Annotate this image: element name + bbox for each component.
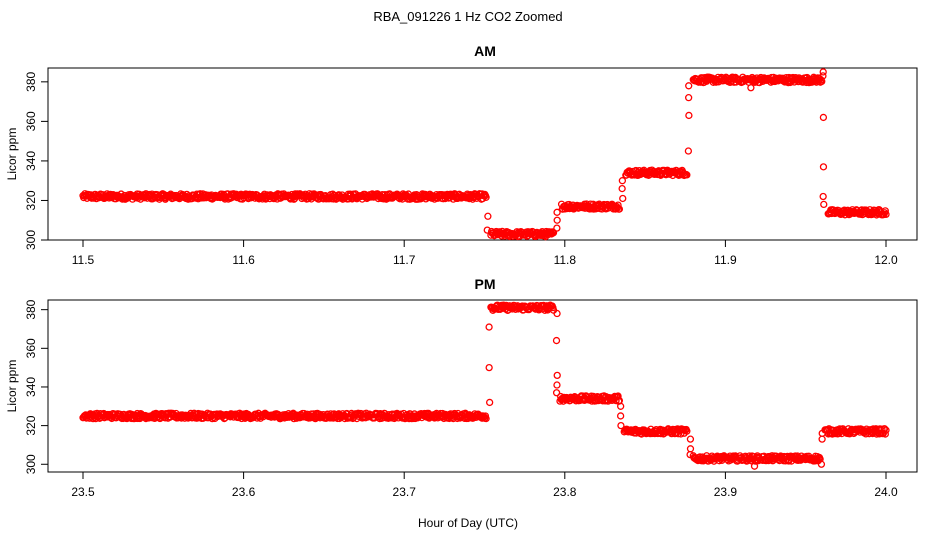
data-point: [819, 72, 827, 80]
data-point: [750, 462, 759, 470]
y-tick-label: 320: [24, 190, 38, 210]
x-tick-label: 11.9: [714, 253, 737, 267]
y-tick-label: 340: [24, 151, 38, 171]
data-point: [614, 392, 622, 400]
x-tick-label: 23.9: [714, 485, 738, 499]
x-tick-label: 11.5: [72, 253, 95, 267]
y-axis-label: Licor ppm: [5, 360, 19, 413]
data-point: [817, 460, 826, 468]
data-point: [882, 426, 890, 434]
data-point: [485, 363, 493, 372]
data-point: [617, 402, 625, 410]
data-point: [485, 323, 493, 331]
y-tick-label: 320: [24, 415, 38, 435]
x-tick-label: 23.8: [553, 485, 577, 499]
panel-pm: PM Licor ppm 23.5 23.6 23.7 23.8 23.9 24.0 30…: [5, 276, 918, 499]
x-axis: 11.5 11.6 11.7 11.8 11.9 12.0: [72, 240, 898, 267]
data-point: [553, 208, 561, 216]
data-point: [882, 210, 890, 219]
data-point: [818, 435, 826, 443]
data-point: [747, 84, 755, 92]
data-point: [881, 207, 889, 215]
x-tick-label: 23.7: [393, 485, 417, 499]
plot-frame: [47, 299, 918, 473]
data-point: [553, 224, 561, 232]
x-axis-label: Hour of Day (UTC): [418, 516, 518, 530]
data-point: [618, 177, 627, 185]
panel-am: AM Licor ppm 11.5 11.6 11.7 11.8 11.9 12.0 30…: [5, 43, 918, 267]
x-tick-label: 12.0: [874, 253, 898, 267]
x-tick-label: 23.6: [232, 485, 256, 499]
data-point: [819, 192, 827, 201]
data-point: [619, 194, 627, 203]
data-point: [819, 113, 828, 122]
y-tick-label: 360: [24, 338, 38, 358]
data-points: [79, 68, 890, 241]
data-point: [686, 445, 695, 453]
data-point: [686, 450, 694, 459]
panel-title: AM: [474, 43, 496, 59]
data-point: [685, 94, 693, 102]
data-point: [615, 205, 624, 213]
y-tick-label: 340: [24, 377, 38, 397]
data-point: [482, 414, 490, 423]
x-tick-label: 11.8: [554, 253, 577, 267]
data-point: [553, 371, 561, 380]
data-point: [685, 82, 693, 90]
data-point: [686, 435, 695, 443]
data-point: [553, 381, 561, 389]
data-point: [683, 171, 691, 179]
plot-frame: [47, 67, 918, 241]
data-point: [819, 163, 828, 171]
x-axis: 23.5 23.6 23.7 23.8 23.9 24.0: [71, 472, 898, 499]
data-point: [617, 421, 625, 430]
data-point: [329, 195, 338, 203]
y-tick-label: 300: [24, 230, 38, 250]
y-tick-label: 380: [24, 72, 38, 92]
y-axis-label: Licor ppm: [5, 128, 19, 181]
y-axis: 300 320 340 360 380: [24, 299, 48, 474]
data-point: [552, 389, 561, 397]
x-tick-label: 23.5: [71, 485, 95, 499]
data-point: [553, 216, 561, 224]
y-tick-label: 300: [24, 454, 38, 474]
data-points: [79, 301, 890, 470]
y-tick-label: 360: [24, 111, 38, 131]
data-point: [552, 336, 561, 345]
panel-title: PM: [475, 276, 496, 292]
data-point: [683, 427, 691, 435]
x-tick-label: 24.0: [874, 485, 898, 499]
data-point: [818, 429, 826, 438]
data-point: [881, 430, 889, 438]
data-point: [616, 412, 625, 420]
y-tick-label: 380: [24, 299, 38, 319]
data-point: [685, 111, 693, 120]
x-tick-label: 11.7: [393, 253, 416, 267]
data-point: [819, 68, 827, 76]
data-point: [484, 212, 492, 220]
data-point: [553, 309, 561, 318]
x-tick-label: 11.6: [232, 253, 255, 267]
figure-title: RBA_091226 1 Hz CO2 Zoomed: [373, 9, 562, 24]
data-point: [483, 226, 491, 234]
data-point: [820, 200, 828, 209]
data-point: [485, 398, 494, 407]
data-point: [482, 193, 490, 201]
data-point: [684, 147, 693, 155]
y-axis: 300 320 340 360 380: [24, 72, 48, 250]
data-point: [618, 184, 626, 193]
data-point: [614, 201, 622, 209]
